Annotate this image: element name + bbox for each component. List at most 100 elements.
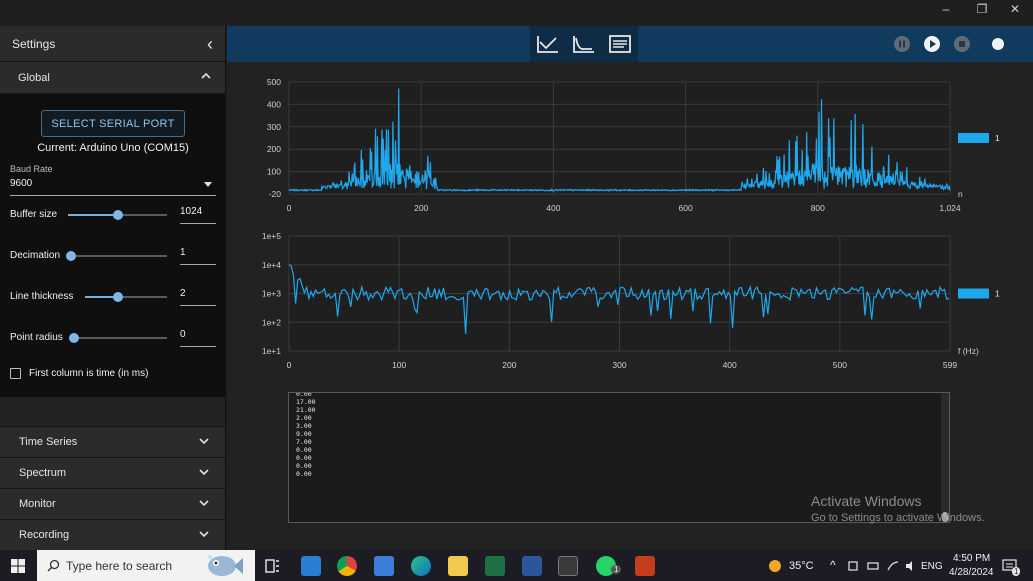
- slider-thumb[interactable]: [69, 333, 79, 343]
- baud-rate-select[interactable]: 9600: [10, 178, 216, 196]
- line-thickness-setting: Line thickness 2: [10, 286, 216, 308]
- spectrum-chart: 0 100 200 300 400 500 599 1e+5 1e+4 1e+3 1e+2 1e+1 f…: [262, 231, 1000, 370]
- slider-thumb[interactable]: [66, 251, 76, 261]
- pause-button[interactable]: [894, 36, 910, 52]
- serial-plotter-app-icon[interactable]: [558, 556, 578, 576]
- x-axis-label: f (Hz): [958, 346, 979, 356]
- buffer-size-label: Buffer size: [10, 209, 58, 220]
- close-button[interactable]: ✕: [1009, 2, 1021, 16]
- point-radius-input[interactable]: 0: [180, 327, 216, 347]
- section-recording[interactable]: Recording: [0, 519, 225, 550]
- spectrum-mode-button[interactable]: [566, 26, 602, 62]
- slider-fill: [68, 214, 118, 216]
- y-tick-label: 1e+2: [262, 317, 281, 327]
- global-section-label: Global: [18, 71, 50, 84]
- monitor-line: 21.00: [296, 406, 316, 414]
- serial-monitor[interactable]: 0.00 17.00 21.00 2.00 3.00 9.00 7.00 0.00 0.00 0.…: [288, 392, 950, 523]
- x-tick-label: 100: [392, 360, 406, 370]
- x-axis-label: n: [958, 189, 963, 199]
- time-series-mode-button[interactable]: [530, 26, 566, 62]
- chrome-icon[interactable]: [337, 556, 357, 576]
- point-radius-setting: Point radius 0: [10, 327, 216, 349]
- y-tick-label: 1e+4: [262, 260, 281, 270]
- settings-title: Settings: [12, 36, 56, 51]
- monitor-scrollbar[interactable]: [941, 393, 949, 522]
- line-thickness-label: Line thickness: [10, 291, 74, 302]
- chevron-up-icon: [201, 72, 211, 83]
- chevron-down-icon: [199, 499, 209, 510]
- microsoft-store-icon[interactable]: [374, 556, 394, 576]
- windows-start-icon[interactable]: [11, 559, 25, 573]
- buffer-size-setting: Buffer size 1024: [10, 204, 216, 226]
- plot-toolbar: [227, 26, 1033, 62]
- settings-sidebar: Settings ‹ Global SELECT SERIAL PORT Cur…: [0, 26, 226, 550]
- minimize-button[interactable]: –: [942, 2, 950, 16]
- monitor-mode-icon: [609, 35, 631, 53]
- clock-time[interactable]: 4:50 PM: [953, 553, 991, 564]
- monitor-line: 2.00: [296, 414, 312, 422]
- powerpoint-icon[interactable]: [635, 556, 655, 576]
- mail-app-icon[interactable]: [301, 556, 321, 576]
- select-serial-port-button[interactable]: SELECT SERIAL PORT: [41, 110, 185, 137]
- monitor-lines: 0.00 17.00 21.00 2.00 3.00 9.00 7.00 0.00 0.00 0.…: [289, 393, 949, 478]
- chevron-down-icon: [199, 530, 209, 541]
- line-thickness-slider[interactable]: [85, 292, 167, 302]
- file-explorer-icon[interactable]: [448, 556, 468, 576]
- edge-icon[interactable]: [411, 556, 431, 576]
- section-time-series[interactable]: Time Series: [0, 426, 225, 457]
- system-tray-icons[interactable]: [848, 560, 924, 572]
- activate-windows-subtitle: Go to Settings to activate Windows.: [811, 512, 985, 524]
- legend-swatch: [958, 133, 989, 143]
- x-tick-label: 300: [612, 360, 626, 370]
- word-icon[interactable]: [522, 556, 542, 576]
- x-tick-label: 200: [502, 360, 516, 370]
- x-tick-label: 200: [414, 203, 428, 213]
- first-column-time-label: First column is time (in ms): [29, 368, 149, 379]
- monitor-mode-button[interactable]: [602, 26, 638, 62]
- task-view-icon[interactable]: [262, 556, 282, 576]
- play-button[interactable]: [924, 36, 940, 52]
- weather-temperature[interactable]: 35°C: [789, 560, 814, 572]
- section-label: Monitor: [19, 498, 56, 510]
- language-indicator[interactable]: ENG: [921, 561, 943, 572]
- y-tick-label: 400: [267, 99, 281, 109]
- global-section-header[interactable]: Global: [0, 62, 225, 94]
- y-tick-label: 500: [267, 77, 281, 87]
- point-radius-slider[interactable]: [69, 333, 167, 343]
- decimation-slider[interactable]: [66, 251, 167, 261]
- line-thickness-input[interactable]: 2: [180, 286, 216, 306]
- section-monitor[interactable]: Monitor: [0, 488, 225, 519]
- y-tick-label: 1e+5: [262, 231, 281, 241]
- x-tick-label: 1,024: [939, 203, 961, 213]
- spectrum-mode-icon: [573, 36, 594, 53]
- slider-thumb[interactable]: [112, 210, 123, 220]
- decimation-input[interactable]: 1: [180, 245, 216, 265]
- collapse-sidebar-icon[interactable]: ‹: [207, 33, 213, 54]
- search-icon: [47, 559, 60, 572]
- point-radius-label: Point radius: [10, 332, 63, 343]
- monitor-line: 0.00: [296, 446, 312, 454]
- excel-icon[interactable]: [485, 556, 505, 576]
- restore-button[interactable]: ❐: [976, 2, 988, 16]
- section-spectrum[interactable]: Spectrum: [0, 457, 225, 488]
- x-tick-label: 0: [287, 203, 292, 213]
- slider-thumb[interactable]: [112, 292, 123, 302]
- stop-button[interactable]: [954, 36, 970, 52]
- legend-label: 1: [995, 133, 1000, 143]
- monitor-line: 0.00: [296, 462, 312, 470]
- weather-sun-icon[interactable]: [765, 556, 785, 576]
- notification-center-icon[interactable]: [1002, 558, 1018, 574]
- buffer-size-input[interactable]: 1024: [180, 204, 216, 224]
- monitor-scroll-thumb[interactable]: [942, 512, 948, 522]
- chevron-down-icon: [199, 468, 209, 479]
- record-icon[interactable]: [992, 38, 1004, 50]
- taskbar-search[interactable]: Type here to search: [37, 550, 255, 581]
- pause-icon: [899, 40, 905, 48]
- x-tick-label: 0: [287, 360, 292, 370]
- buffer-size-slider[interactable]: [68, 210, 167, 220]
- first-column-time-checkbox[interactable]: [10, 368, 21, 379]
- first-column-time-option[interactable]: First column is time (in ms): [10, 368, 148, 379]
- clock-date[interactable]: 4/28/2024: [949, 567, 994, 578]
- tray-chevron-up-icon[interactable]: ^: [830, 558, 836, 572]
- series-line: [288, 88, 951, 192]
